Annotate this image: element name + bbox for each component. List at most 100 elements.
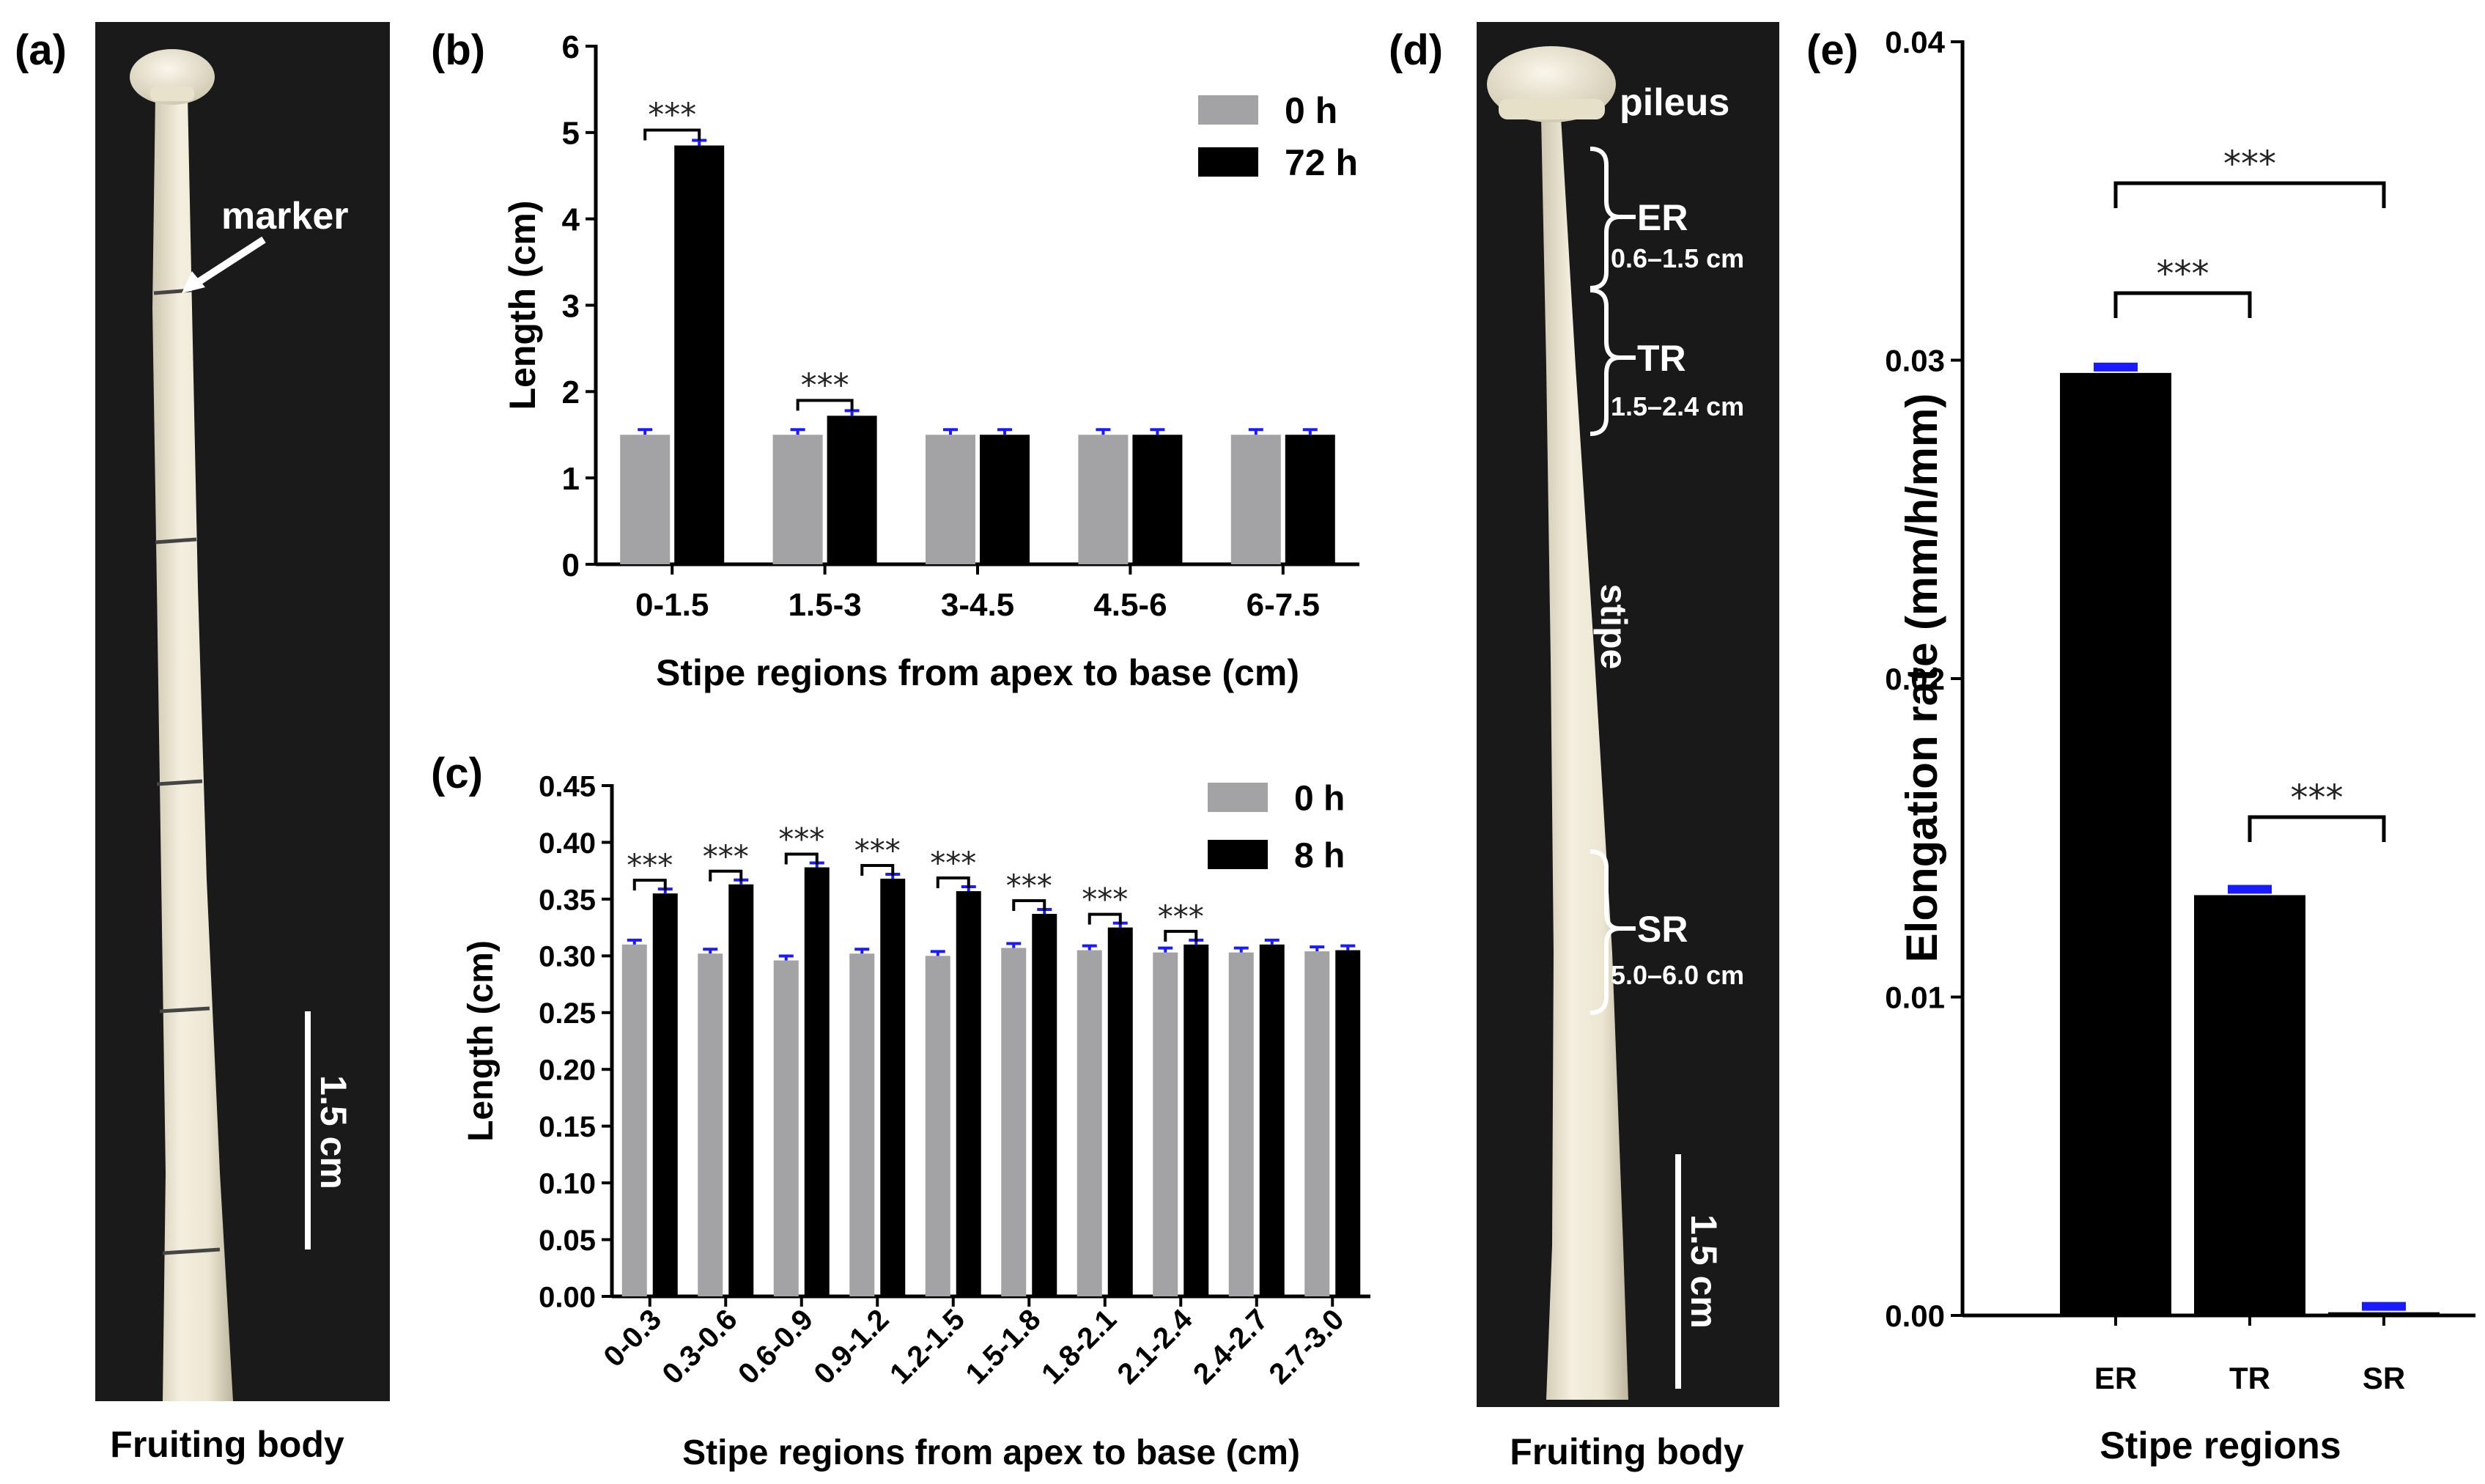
- y-tick-label: 3: [562, 288, 580, 324]
- bar-8h-1.5-1.8: [1032, 914, 1057, 1296]
- x-tick-label: ER: [2094, 1361, 2137, 1395]
- stipe-markers: [153, 288, 221, 1255]
- y-tick-label: 4: [562, 202, 580, 238]
- bar-8h-1.2-1.5: [956, 891, 981, 1296]
- significance-label: ***: [930, 845, 976, 881]
- bar-0h-1.8-2.1: [1077, 950, 1102, 1296]
- region-sr-range: 5.0–6.0 cm: [1611, 960, 1744, 990]
- y-tick-label: 5: [562, 116, 580, 152]
- bar-0h-6-7.5: [1230, 435, 1281, 564]
- bar-8h-0.6-0.9: [804, 867, 830, 1296]
- pileus-label: pileus: [1620, 81, 1729, 124]
- y-axis-title: Length (cm): [502, 200, 543, 410]
- legend-swatch-0h: [1198, 95, 1258, 125]
- region-er-name: ER: [1637, 197, 1688, 238]
- panel-a-photo: marker 1.5 cm: [95, 22, 390, 1401]
- region-tr-name: TR: [1637, 338, 1686, 379]
- significance-label: ***: [801, 366, 849, 404]
- x-tick-label: 2.4-2.7: [1187, 1303, 1274, 1390]
- x-tick-label: 0-0.3: [598, 1303, 668, 1373]
- significance-bracket: [936, 876, 970, 889]
- panel-label-d: (d): [1389, 26, 1443, 74]
- chart-b: 0 1 2 3 4 5 6 0-1.5 *** 1.5-3 *** 3-4.5 4.5-6 6-7.5 0 …: [502, 29, 1359, 693]
- y-tick-label: 0.00: [1885, 1299, 1945, 1333]
- bar-0h-3-4.5: [926, 435, 975, 564]
- significance-bracket: [796, 399, 854, 411]
- x-tick-label: 2.7-3.0: [1263, 1303, 1350, 1390]
- bar-0h-0.9-1.2: [849, 953, 875, 1296]
- y-tick-label: 0.02: [1885, 662, 1945, 696]
- bar-0h-1.2-1.5: [925, 956, 950, 1296]
- y-tick-label: 0.35: [539, 884, 596, 916]
- bar-0h-2.7-3.0: [1304, 951, 1330, 1296]
- bar-8h-0.9-1.2: [880, 879, 906, 1296]
- x-tick-label: 2.1-2.4: [1111, 1303, 1199, 1391]
- x-axis-title: Stipe regions from apex to base (cm): [682, 1433, 1300, 1472]
- bar-8h-0.3-0.6: [728, 884, 754, 1296]
- panel-label-e: (e): [1806, 26, 1858, 74]
- bar-0h-2.4-2.7: [1228, 952, 1254, 1296]
- y-axis-title: Elongation rate (mm/h/mm): [1897, 394, 1946, 963]
- significance-label: ***: [2291, 778, 2344, 819]
- y-tick-label: 6: [562, 29, 580, 65]
- legend-label: 72 h: [1285, 142, 1358, 183]
- y-axis-title: Length (cm): [462, 940, 501, 1142]
- x-axis-title: Stipe regions from apex to base (cm): [656, 652, 1299, 693]
- significance-label: ***: [648, 97, 696, 134]
- y-tick-label: 0.25: [539, 997, 596, 1030]
- x-tick-label: 1.5-1.8: [959, 1303, 1046, 1390]
- y-tick-label: 0: [562, 547, 580, 583]
- marker-arrow-shaft: [187, 236, 266, 292]
- bar-0h-1.5-3: [772, 435, 823, 564]
- bar-ER: [2060, 372, 2171, 1315]
- x-tick-label: 1.5-3: [788, 587, 861, 623]
- significance-bracket: [709, 869, 743, 882]
- significance-bracket: [1088, 912, 1122, 925]
- x-tick-label: 4.5-6: [1093, 587, 1167, 623]
- significance-label: ***: [627, 847, 673, 883]
- x-tick-label: 6-7.5: [1247, 587, 1320, 623]
- y-tick-label: 0.20: [539, 1055, 596, 1087]
- x-tick-label: 0.6-0.9: [732, 1303, 819, 1390]
- x-tick-label: 0.9-1.2: [808, 1303, 895, 1390]
- significance-bracket: [1012, 899, 1046, 912]
- significance-bracket: [2113, 291, 2252, 318]
- y-tick-label: 0.30: [539, 941, 596, 973]
- significance-bracket: [860, 864, 895, 876]
- scale-label-d: 1.5 cm: [1683, 1214, 1724, 1329]
- bar-8h-0-0.3: [652, 893, 678, 1296]
- y-tick-label: 0.15: [539, 1111, 596, 1143]
- bar-72h-4.5-6: [1132, 435, 1183, 564]
- y-tick-label: 2: [562, 374, 580, 410]
- bar-8h-2.1-2.4: [1184, 944, 1209, 1296]
- caption-d: Fruiting body: [1510, 1431, 1744, 1472]
- bar-8h-1.8-2.1: [1107, 927, 1133, 1296]
- significance-label: ***: [778, 822, 824, 857]
- legend-label: 0 h: [1285, 90, 1337, 131]
- y-tick-label: 0.05: [539, 1225, 596, 1257]
- y-tick-label: 0.01: [1885, 981, 1945, 1015]
- region-er-range: 0.6–1.5 cm: [1611, 243, 1744, 273]
- significance-label: ***: [1082, 882, 1128, 918]
- bar-8h-2.7-3.0: [1335, 950, 1361, 1296]
- x-tick-label: 1.8-2.1: [1035, 1303, 1123, 1390]
- significance-label: ***: [703, 838, 749, 874]
- chart-c: 0.00 0.05 0.10 0.15 0.20 0.25 0.30 0.35 0.40 0.45…: [462, 770, 1370, 1472]
- x-axis-title: Stipe regions: [2100, 1425, 2341, 1467]
- significance-bracket: [1164, 929, 1198, 942]
- legend-label: 0 h: [1294, 779, 1345, 818]
- significance-bracket: [643, 128, 701, 141]
- y-tick-label: 0.03: [1885, 344, 1945, 378]
- chart-e: 0.00 0.01 0.02 0.03 0.04 ER TR SR *** *** *** Stipe…: [1885, 25, 2475, 1467]
- x-tick-label: 3-4.5: [941, 587, 1014, 623]
- legend-label: 8 h: [1294, 836, 1345, 875]
- marker-label: marker: [221, 195, 348, 237]
- bar-SR: [2328, 1312, 2440, 1315]
- y-tick-label: 0.00: [539, 1281, 596, 1313]
- significance-label: ***: [854, 833, 901, 868]
- significance-label: ***: [2157, 254, 2209, 295]
- bar-72h-3-4.5: [980, 435, 1030, 564]
- region-sr-name: SR: [1637, 909, 1688, 950]
- x-tick-label: 1.2-1.5: [884, 1303, 971, 1390]
- stipe-d: [1541, 117, 1628, 1400]
